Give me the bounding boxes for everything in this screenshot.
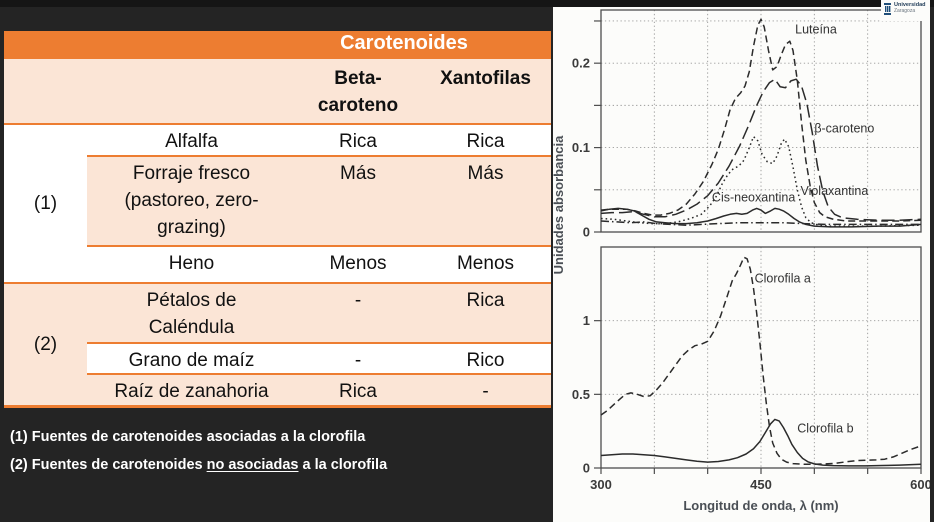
slide-top-strip [0, 0, 934, 7]
series-label: Luteína [795, 23, 837, 37]
x-tick-label: 450 [750, 477, 772, 492]
series-label: Cis-neoxantina [712, 191, 795, 205]
table-cell-xanto: Rica [420, 282, 551, 342]
x-tick-label: 600 [910, 477, 930, 492]
series-label: Violaxantina [800, 184, 868, 198]
x-axis-title: Longitud de onda, λ (nm) [683, 498, 838, 513]
cell-text: Raíz de zanahoria [114, 381, 269, 402]
logo-line-2: Zaragoza [894, 7, 916, 14]
table-cell-beta: Rica [296, 373, 420, 405]
footnote-2: (2) Fuentes de carotenoides no asociadas… [10, 457, 387, 473]
university-emblem-icon [884, 3, 891, 15]
y-tick-label: 1 [583, 313, 590, 328]
y-tick-label: 0.1 [572, 140, 590, 155]
table-cell-xanto: Rica [420, 123, 551, 155]
footnote-2-post: a la clorofila [298, 457, 388, 473]
spectrum-curve-β-caroteno [600, 78, 922, 221]
series-label: β-caroteno [814, 121, 874, 135]
y-tick-label: 0 [583, 461, 590, 476]
footnote-2-pre: (2) Fuentes de carotenoides [10, 457, 207, 473]
footnote-2-underlined: no asociadas [206, 457, 299, 473]
table-cell-beta: Rica [296, 123, 420, 155]
table-cell-beta: - [296, 282, 420, 342]
table-cell-beta: - [296, 342, 420, 373]
series-label: Clorofila a [755, 271, 811, 285]
table-cell-beta: Menos [296, 245, 420, 282]
series-label: Clorofila b [797, 422, 853, 436]
cell-text: Forraje fresco (pastoreo, zero-grazing) [124, 163, 259, 238]
table-cell-beta: Más [296, 155, 420, 245]
table-title: Carotenoides [340, 32, 468, 54]
spectra-figure-panel: 0 0.1 0.2 Luteína β-caroteno Cis-neoxantina Vi… [551, 7, 932, 522]
y-tick-label: 0.5 [572, 387, 590, 402]
table-cell-xanto: - [420, 373, 551, 405]
col-header-beta-caroteno: Beta-caroteno [296, 59, 420, 123]
table-cell-source-alfalfa: Alfalfa [87, 123, 296, 155]
table-cell-source-heno: Heno [87, 245, 296, 282]
universidad-zaragoza-logo: Universidad Zaragoza [881, 0, 930, 21]
x-tick-label: 300 [590, 477, 612, 492]
table-cell-source-forraje: Forraje fresco (pastoreo, zero-grazing) [87, 155, 296, 245]
spectrum-curve-clorofila-b [600, 418, 922, 467]
group-2-cell: (2) [4, 282, 87, 405]
group-1-cell: (1) [4, 123, 87, 282]
absorbance-spectra-chart: 0 0.1 0.2 Luteína β-caroteno Cis-neoxantina Vi… [551, 9, 932, 513]
col-header-xantofilas: Xantofilas [420, 59, 551, 123]
table-cell-source-petalos: Pétalos de Caléndula [87, 282, 296, 342]
table-cell-source-raiz: Raíz de zanahoria [87, 373, 296, 405]
subheader-spacer [4, 59, 296, 123]
spectrum-curve-violaxantina [600, 135, 922, 227]
table-cell-xanto: Rico [420, 342, 551, 373]
spectrum-curve-clorofila-a [600, 256, 922, 465]
y-tick-label: 0.2 [572, 56, 590, 71]
table-cell-xanto: Más [420, 155, 551, 245]
y-tick-label: 0 [583, 225, 590, 240]
table-cell-xanto: Menos [420, 245, 551, 282]
cell-text: Heno [168, 253, 215, 274]
logo-line-1: Universidad [894, 2, 926, 8]
table-title-row: Carotenoides [4, 31, 551, 59]
y-axis-title: Unidades absorbancia [553, 135, 566, 274]
table-cell-source-grano: Grano de maíz [87, 342, 296, 373]
footnote-1-text: (1) Fuentes de carotenoides asociadas a … [10, 429, 366, 445]
footnote-1: (1) Fuentes de carotenoides asociadas a … [10, 429, 365, 445]
cell-text: Pétalos de Caléndula [146, 290, 237, 338]
plot-frame [600, 9, 922, 233]
cell-text: Alfalfa [165, 131, 218, 152]
cell-text: Grano de maíz [128, 350, 255, 371]
carotenoides-table: Carotenoides Beta-caroteno Xantofilas (1… [4, 31, 551, 408]
spectrum-curve-sin-etiqueta [600, 220, 921, 226]
logo-text: Universidad Zaragoza [894, 2, 926, 14]
